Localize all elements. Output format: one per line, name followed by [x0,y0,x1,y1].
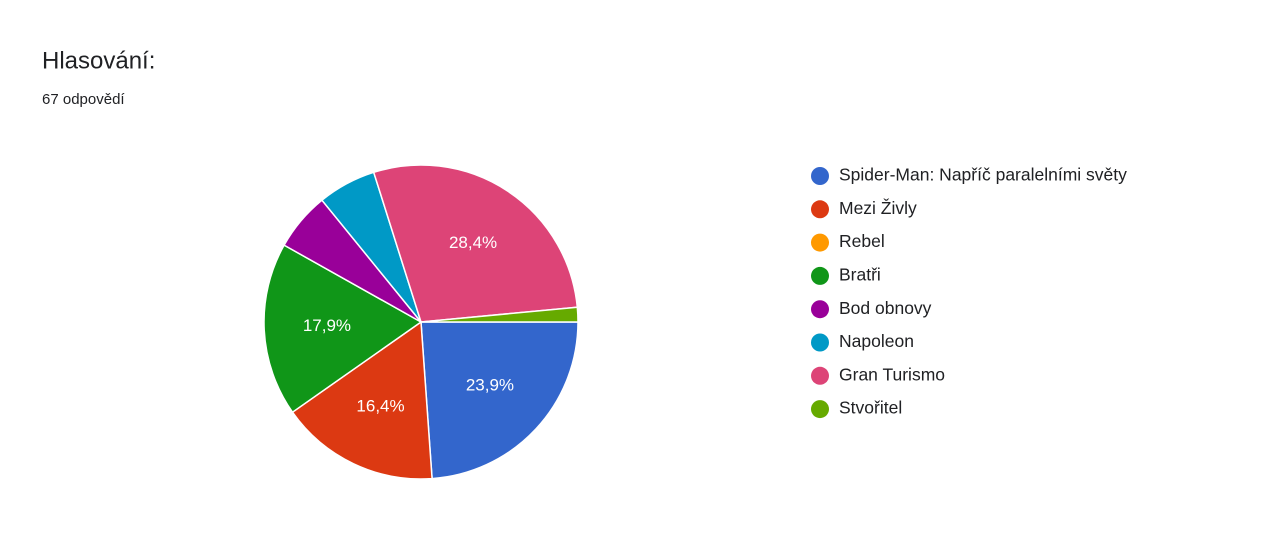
slice-label: 16,4% [356,397,404,416]
pie-slice [372,164,579,323]
chart-subtitle: 67 odpovědí [42,91,125,108]
legend-label: Gran Turismo [839,364,945,384]
legend-label: Napoleon [839,331,914,351]
legend-marker [811,333,829,352]
legend-marker [811,266,829,285]
slice-label: 28,4% [449,233,497,252]
legend-label: Rebel [839,231,885,251]
legend-marker [811,400,829,419]
chart-title: Hlasování: [42,47,155,74]
legend-label: Bod obnovy [839,298,932,318]
legend-label: Stvořitel [839,398,902,418]
legend-marker [811,233,829,252]
slice-label: 17,9% [303,316,351,335]
pie-slice [420,321,579,480]
pie-slice [420,306,579,323]
pie-slice [263,244,423,414]
legend-marker [811,366,829,385]
legend-marker [811,167,829,185]
legend-label: Mezi Živly [839,198,917,218]
pie-slice [291,320,433,480]
legend-label: Bratři [839,265,881,285]
legend-label: Spider-Man: Napříč paralelními světy [839,165,1127,185]
legend-marker [811,200,829,219]
legend-marker [811,300,829,319]
slice-label: 23,9% [466,376,514,395]
